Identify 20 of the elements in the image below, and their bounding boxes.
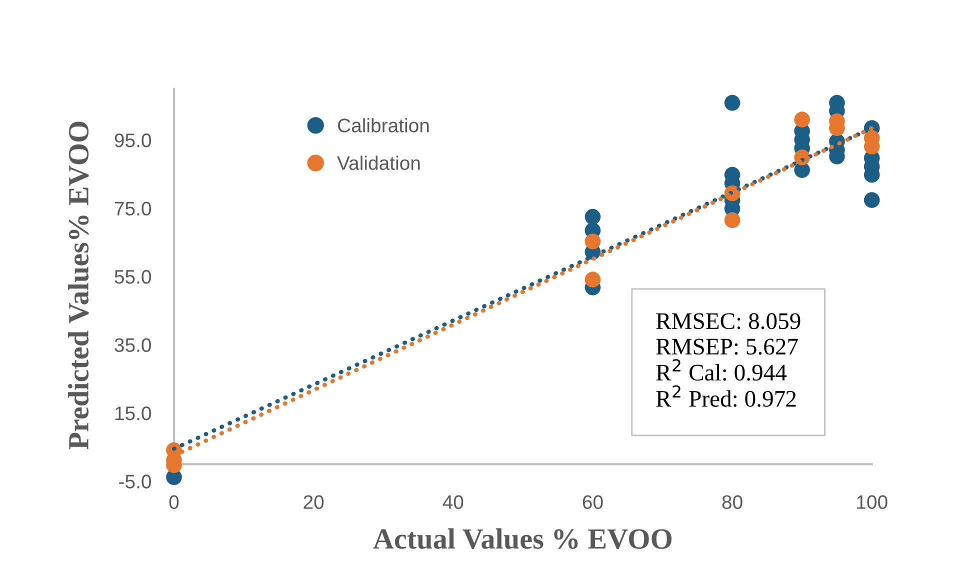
x-axis-title: Actual Values % EVOO [373,528,672,549]
legend-label: Validation [337,156,420,170]
annotation: R$^{2}$ Pred: 0.972 [656,385,796,407]
legend-label: Calibration [338,118,429,132]
annotation: R$^{2}$ Cal: 0.944 [656,359,787,381]
y-tick-label: 35.0 [114,338,152,352]
y-tick-label: 55.0 [114,270,152,284]
y-tick-label: 75.0 [114,202,152,216]
x-tick-label: 40 [442,495,464,509]
annotation: RMSEC: 8.059 [656,313,800,330]
x-tick-label: 0 [169,495,179,509]
y-tick-label: 95.0 [114,134,152,148]
x-tick-label: 100 [857,495,888,509]
y-tick-label: 15.0 [115,406,152,420]
y-tick-label: -5.0 [119,474,152,488]
annotation: RMSEP: 5.627 [656,338,798,355]
y-axis-title: Predicted Values% EVOO [68,122,89,450]
x-tick-label: 80 [722,495,742,509]
x-tick-label: 20 [304,495,324,509]
x-tick-label: 60 [582,495,603,509]
